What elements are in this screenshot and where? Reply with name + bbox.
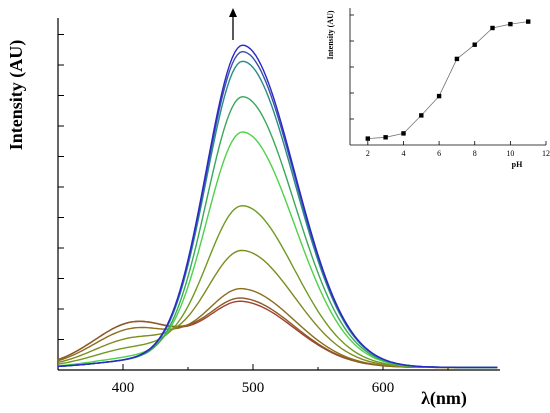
inset-x-tick-label: 4: [401, 149, 405, 158]
inset-y-axis-title: Intensity (AU): [326, 10, 335, 59]
inset-data-point: [490, 25, 495, 31]
main-y-axis-title: Intensity (AU): [6, 40, 27, 151]
inset-x-ticks: 2 4 6 8 10 12: [366, 141, 550, 158]
inset-x-tick-label: 8: [473, 149, 477, 158]
inset-connecting-line: [367, 21, 529, 139]
main-x-ticks: 400 500 600: [57, 364, 449, 396]
main-x-tick-label: 600: [372, 380, 395, 396]
inset-data-point: [365, 136, 370, 141]
spectrum-series-line-10: [57, 44, 498, 369]
main-x-axis-title: λ(nm): [421, 388, 467, 409]
inset-data-point: [454, 56, 460, 62]
inset-background: [342, 4, 542, 154]
main-plot-area: 400 500 600 Intensity (AU) λ(nm): [6, 8, 500, 409]
inset-x-tick-label: 10: [506, 149, 514, 158]
inset-data-point: [472, 42, 477, 47]
inset-x-tick-label: 2: [366, 149, 370, 158]
spectrum-series-line-6: [57, 131, 498, 369]
main-x-tick-label: 500: [242, 380, 265, 396]
inset-plot-area: 2 4 6 8 10 12 Intensity (AU) pH: [326, 4, 550, 169]
inset-series-group: [365, 19, 531, 141]
spectrum-series-line-5: [57, 204, 498, 369]
increase-arrow: [229, 8, 237, 40]
spectrum-series-line-3: [57, 287, 498, 369]
inset-data-point: [419, 113, 424, 118]
main-x-tick-label: 400: [112, 380, 135, 396]
main-series-group: [57, 44, 498, 369]
inset-data-point: [526, 19, 531, 24]
inset-x-axis-title: pH: [512, 160, 523, 169]
inset-data-point: [383, 135, 388, 140]
inset-x-tick-label: 12: [542, 149, 550, 158]
inset-data-point: [508, 21, 513, 27]
inset-y-ticks: [350, 14, 354, 120]
spectrum-series-line-4: [57, 249, 498, 369]
inset-data-point: [436, 93, 442, 99]
inset-data-point: [401, 131, 406, 136]
inset-x-tick-label: 6: [437, 149, 441, 158]
main-y-ticks: [58, 34, 64, 340]
